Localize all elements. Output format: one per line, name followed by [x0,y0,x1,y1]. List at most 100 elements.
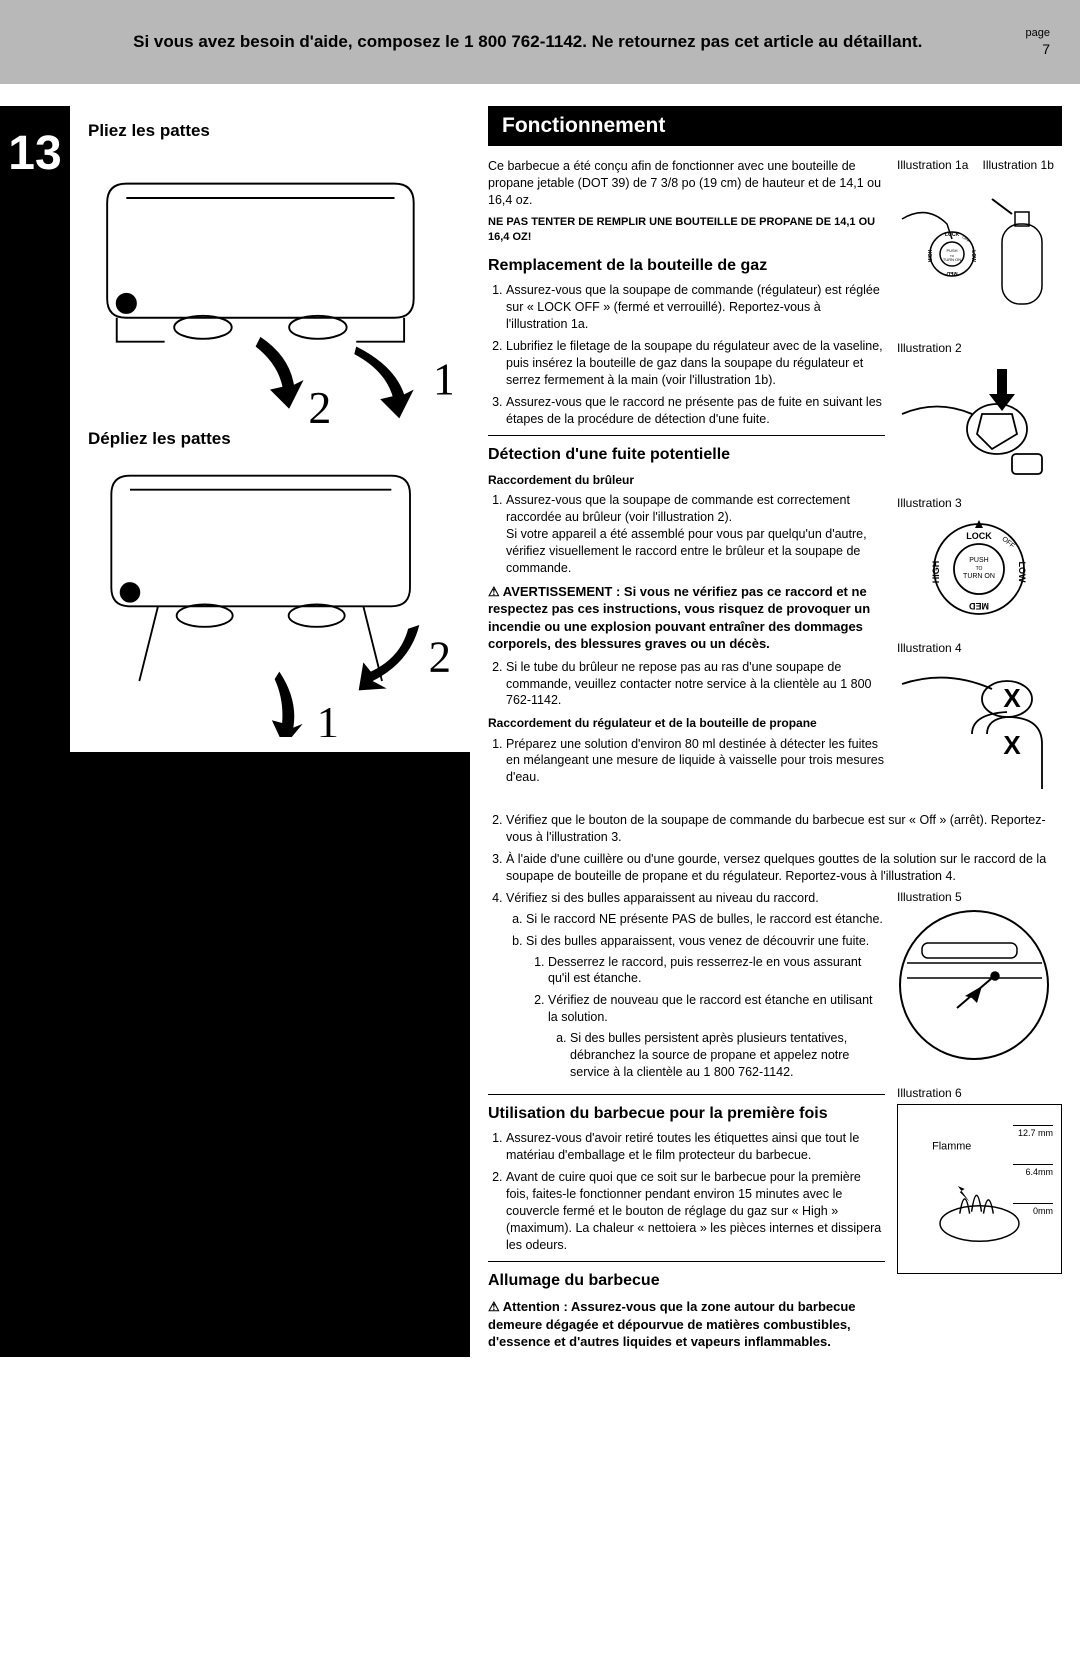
leak-burner-steps: Assurez-vous que la soupape de commande … [488,492,885,576]
flame-12-7: 12.7 mm [1013,1125,1053,1138]
intro-warning: NE PAS TENTER DE REMPLIR UNE BOUTEILLE D… [488,215,885,245]
illus-1b-label: Illustration 1b [983,158,1063,172]
header-help-text: Si vous avez besoin d'aide, composez le … [30,32,1026,52]
fold-legs-diagram: 1 2 [88,149,452,429]
leak-reg-wide: Vérifiez que le bouton de la soupape de … [488,812,1062,885]
leak-b-1-text: Assurez-vous que la soupape de commande … [506,493,850,524]
page-label: page [1026,26,1050,40]
illus-area-top: Illustration 1a Illustration 1b [897,158,1062,806]
step-content: Pliez les pattes [70,106,470,752]
text-area-bot: Utilisation du barbecue pour la première… [488,1086,885,1357]
dial3-high: HIGH [931,561,941,584]
leak-p4b2: Vérifiez de nouveau que le raccord est é… [548,992,885,1080]
svg-text:TURN ON: TURN ON [943,257,961,262]
right-flex-mid: Vérifiez si des bulles apparaissent au n… [488,890,1062,1086]
leak-p4b-text: Si des bulles apparaissent, vous venez d… [526,934,869,948]
text-area-mid: Vérifiez si des bulles apparaissent au n… [488,890,885,1086]
leak-p2: Vérifiez que le bouton de la soupape de … [506,812,1062,846]
illus-3-label: Illustration 3 [897,496,1062,510]
leak-p3: À l'aide d'une cuillère ou d'une gourde,… [506,851,1062,885]
illus-area-bot: Illustration 6 Flamme 12.7 mm 6.4mm 0mm [897,1086,1062,1357]
unfold-legs-title: Dépliez les pattes [88,429,452,449]
illus-4-label: Illustration 4 [897,641,1062,655]
leak-b-1b-text: Si votre appareil a été assemblé pour vo… [506,527,867,575]
replace-step-3: Assurez-vous que le raccord ne présente … [506,394,885,428]
page-number-value: 7 [1026,40,1050,58]
svg-text:OFF: OFF [961,235,971,244]
arrow-num-1b: 1 [317,697,339,737]
illus-5-label: Illustration 5 [897,890,1062,904]
replace-step-2: Lubrifiez le filetage de la soupape du r… [506,338,885,389]
illus-2-box [897,359,1062,482]
leak-p4b2-text: Vérifiez de nouveau que le raccord est é… [548,993,873,1024]
leak-warning: AVERTISSEMENT : Si vous ne vérifiez pas … [488,583,885,653]
illus-6-box: Flamme 12.7 mm 6.4mm 0mm [897,1104,1062,1274]
header-band: Si vous avez besoin d'aide, composez le … [0,0,1080,84]
illus-4-box: X X [897,659,1062,792]
leak-burner-steps-2: Si le tube du brûleur ne repose pas au r… [488,659,885,710]
illus4-x2: X [1003,730,1021,760]
leak-reg-steps: Préparez une solution d'environ 80 ml de… [488,736,885,787]
replace-title: Remplacement de la bouteille de gaz [488,255,885,277]
illus-2-label: Illustration 2 [897,341,1062,355]
flame-label: Flamme [932,1140,971,1152]
illus-1-box: LOCK PUSH TO TURN ON MED HIGH LOW OFF [897,184,1062,327]
illus-5-svg [897,908,1052,1063]
leak-p4: Vérifiez si des bulles apparaissent au n… [506,890,885,1081]
first-use-2: Avant de cuire quoi que ce soit sur le b… [506,1169,885,1253]
lighting-title: Allumage du barbecue [488,1261,885,1292]
illus4-x1: X [1003,683,1021,713]
section-header: Fonctionnement [488,106,1062,146]
dial1a-lock: LOCK [945,232,960,238]
leak-b-2: Si le tube du brûleur ne repose pas au r… [506,659,885,710]
illus-3-box: LOCK OFF PUSH TO TURN ON MED HIGH LOW [897,514,1062,627]
dial3-off: OFF [1000,536,1015,550]
leak-p4b1: Desserrez le raccord, puis resserrez-le … [548,954,885,988]
leak-p4a: Si le raccord NE présente PAS de bulles,… [526,911,885,928]
flame-scale: 12.7 mm 6.4mm 0mm [1013,1125,1053,1242]
first-use-1: Assurez-vous d'avoir retiré toutes les é… [506,1130,885,1164]
flame-0: 0mm [1013,1203,1053,1216]
lighting-warning: Attention : Assurez-vous que la zone aut… [488,1298,885,1351]
arrow-num-2: 2 [308,383,331,430]
dial3-to: TO [976,566,983,572]
flame-6-4: 6.4mm [1013,1164,1053,1177]
arrow-num-1: 1 [433,354,452,405]
leak-sub2: Raccordement du régulateur et de la bout… [488,715,885,731]
replace-steps: Assurez-vous que la soupape de commande … [488,282,885,427]
leak-sub1: Raccordement du brûleur [488,472,885,488]
dial3-push: PUSH [969,557,988,564]
first-use-title: Utilisation du barbecue pour la première… [488,1094,885,1125]
right-flex-bot: Utilisation du barbecue pour la première… [488,1086,1062,1357]
illus-1a-label: Illustration 1a [897,158,977,172]
unfold-legs-diagram: 2 1 [88,457,452,737]
first-use-steps: Assurez-vous d'avoir retiré toutes les é… [488,1130,885,1253]
leak-p4b: Si des bulles apparaissent, vous venez d… [526,933,885,1081]
dial1a-push: PUSH [946,248,957,253]
dial3-turn: TURN ON [963,573,995,580]
fold-legs-title: Pliez les pattes [88,121,452,141]
dial3-med: MED [969,601,990,611]
svg-text:LOW: LOW [970,251,976,263]
intro-text: Ce barbecue a été conçu afin de fonction… [488,158,885,209]
leak-p1: Préparez une solution d'environ 80 ml de… [506,736,885,787]
svg-text:MED: MED [946,270,958,276]
main-content: 13 Pliez les pattes [0,106,1080,1356]
right-column: Fonctionnement Ce barbecue a été conçu a… [470,106,1080,1356]
leak-p4b2a: Si des bulles persistent après plusieurs… [570,1030,885,1081]
step-number: 13 [0,106,70,752]
left-column: 13 Pliez les pattes [0,106,470,1356]
page-number: page 7 [1026,26,1050,58]
leak-p4-text: Vérifiez si des bulles apparaissent au n… [506,891,819,905]
illus-6-label: Illustration 6 [897,1086,1062,1100]
right-flex-top: Ce barbecue a été conçu afin de fonction… [488,158,1062,806]
svg-text:HIGH: HIGH [928,250,934,263]
leak-b-1: Assurez-vous que la soupape de commande … [506,492,885,576]
dial3-lock: LOCK [966,531,992,541]
leak-title: Détection d'une fuite potentielle [488,435,885,466]
text-area-top: Ce barbecue a été conçu afin de fonction… [488,158,885,806]
step-13-row: 13 Pliez les pattes [0,106,470,752]
illus-area-mid: Illustration 5 [897,890,1062,1086]
replace-step-1: Assurez-vous que la soupape de commande … [506,282,885,333]
arrow-num-2b: 2 [429,632,451,682]
